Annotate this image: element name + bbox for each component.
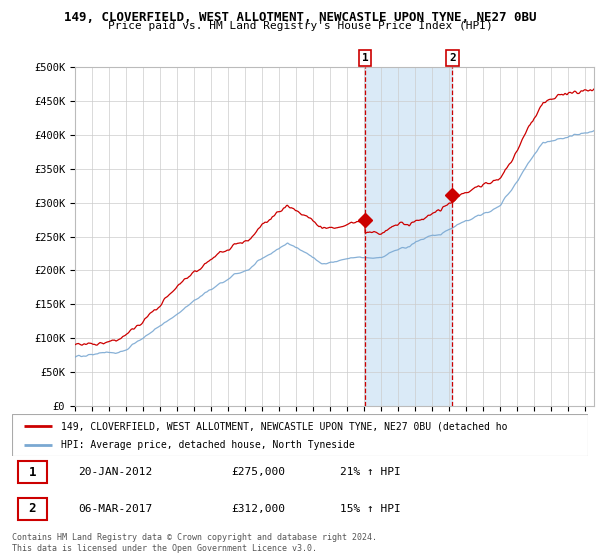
- Text: 15% ↑ HPI: 15% ↑ HPI: [340, 504, 401, 514]
- Text: 1: 1: [28, 466, 36, 479]
- Text: 2: 2: [28, 502, 36, 515]
- Bar: [18, 498, 47, 520]
- Bar: [365, 67, 452, 406]
- Text: 149, CLOVERFIELD, WEST ALLOTMENT, NEWCASTLE UPON TYNE, NE27 0BU: 149, CLOVERFIELD, WEST ALLOTMENT, NEWCAS…: [64, 11, 536, 24]
- Text: HPI: Average price, detached house, North Tyneside: HPI: Average price, detached house, Nort…: [61, 440, 355, 450]
- Text: 1: 1: [362, 53, 368, 63]
- Text: 20-JAN-2012: 20-JAN-2012: [78, 468, 152, 478]
- Text: 2: 2: [449, 53, 456, 63]
- Text: Contains HM Land Registry data © Crown copyright and database right 2024.
This d: Contains HM Land Registry data © Crown c…: [12, 533, 377, 553]
- Text: 21% ↑ HPI: 21% ↑ HPI: [340, 468, 401, 478]
- Text: Price paid vs. HM Land Registry's House Price Index (HPI): Price paid vs. HM Land Registry's House …: [107, 21, 493, 31]
- Text: 149, CLOVERFIELD, WEST ALLOTMENT, NEWCASTLE UPON TYNE, NE27 0BU (detached ho: 149, CLOVERFIELD, WEST ALLOTMENT, NEWCAS…: [61, 421, 508, 431]
- Text: £312,000: £312,000: [231, 504, 285, 514]
- Text: £275,000: £275,000: [231, 468, 285, 478]
- Text: 06-MAR-2017: 06-MAR-2017: [78, 504, 152, 514]
- Bar: [18, 461, 47, 483]
